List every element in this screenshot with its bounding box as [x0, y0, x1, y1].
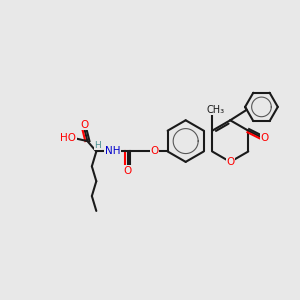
Text: HO: HO — [60, 133, 76, 143]
Text: O: O — [80, 120, 88, 130]
Text: O: O — [260, 133, 269, 143]
Text: NH: NH — [105, 146, 120, 157]
Text: O: O — [226, 157, 234, 167]
Text: H: H — [94, 141, 101, 150]
Text: O: O — [150, 146, 158, 157]
Text: CH₃: CH₃ — [206, 105, 224, 115]
Text: O: O — [123, 166, 132, 176]
